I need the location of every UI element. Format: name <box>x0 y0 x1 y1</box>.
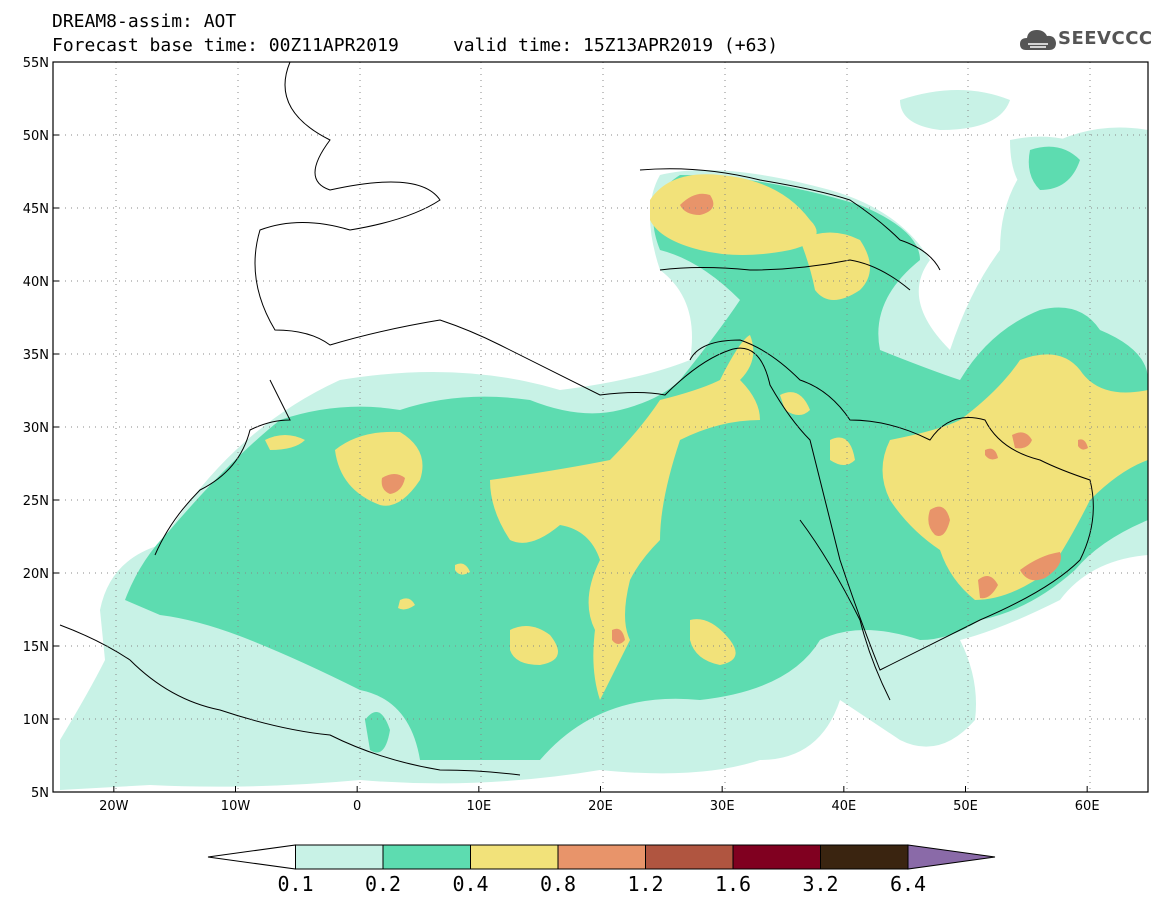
colorbar-label: 1.2 <box>627 872 663 896</box>
base-time-label: Forecast base time: 00Z11APR2019 <box>52 35 399 56</box>
lat-tick-label: 40N <box>23 275 49 290</box>
colorbar-swatch <box>645 844 734 870</box>
lat-tick-label: 15N <box>23 640 49 655</box>
lon-tick-label: 20W <box>99 799 129 814</box>
colorbar <box>207 844 996 870</box>
lon-tick-label: 40E <box>831 799 856 814</box>
lat-tick-label: 5N <box>31 786 49 801</box>
lon-tick-label: 0 <box>353 799 361 814</box>
lon-tick-label: 30E <box>710 799 735 814</box>
lon-tick-label: 60E <box>1075 799 1100 814</box>
colorbar-label: 0.8 <box>540 872 576 896</box>
lon-tick-label: 10E <box>466 799 491 814</box>
colorbar-label: 0.1 <box>277 872 313 896</box>
logo-text: SEEVCCC <box>1058 28 1153 49</box>
colorbar-label: 0.2 <box>365 872 401 896</box>
lat-tick-label: 10N <box>23 713 49 728</box>
lat-tick-label: 50N <box>23 129 49 144</box>
map-title: DREAM8-assim: AOT <box>52 11 237 32</box>
lat-tick-label: 55N <box>23 56 49 71</box>
lon-tick-label: 20E <box>588 799 613 814</box>
aot-field <box>60 90 1148 790</box>
forecast-times: Forecast base time: 00Z11APR2019 valid t… <box>52 36 778 56</box>
lon-tick-label: 50E <box>953 799 978 814</box>
colorbar-label: 0.4 <box>452 872 488 896</box>
colorbar-swatch <box>470 844 559 870</box>
lat-lon-grid <box>53 62 1148 792</box>
colorbar-swatch <box>820 844 909 870</box>
coastlines <box>59 62 1094 776</box>
colorbar-swatch <box>382 844 471 870</box>
lat-tick-label: 45N <box>23 202 49 217</box>
lat-tick-label: 20N <box>23 567 49 582</box>
colorbar-label: 6.4 <box>890 872 926 896</box>
lat-tick-label: 35N <box>23 348 49 363</box>
colorbar-label: 3.2 <box>802 872 838 896</box>
lat-tick-label: 30N <box>23 421 49 436</box>
lat-tick-label: 25N <box>23 494 49 509</box>
cloud-icon <box>1020 30 1056 50</box>
colorbar-label: 1.6 <box>715 872 751 896</box>
colorbar-swatch <box>557 844 646 870</box>
colorbar-under-arrow <box>207 844 296 870</box>
lon-tick-label: 10W <box>221 799 251 814</box>
colorbar-swatch <box>295 844 384 870</box>
valid-time-label: valid time: 15Z13APR2019 (+63) <box>452 35 779 56</box>
colorbar-swatch <box>732 844 821 870</box>
colorbar-over-arrow <box>907 844 996 870</box>
